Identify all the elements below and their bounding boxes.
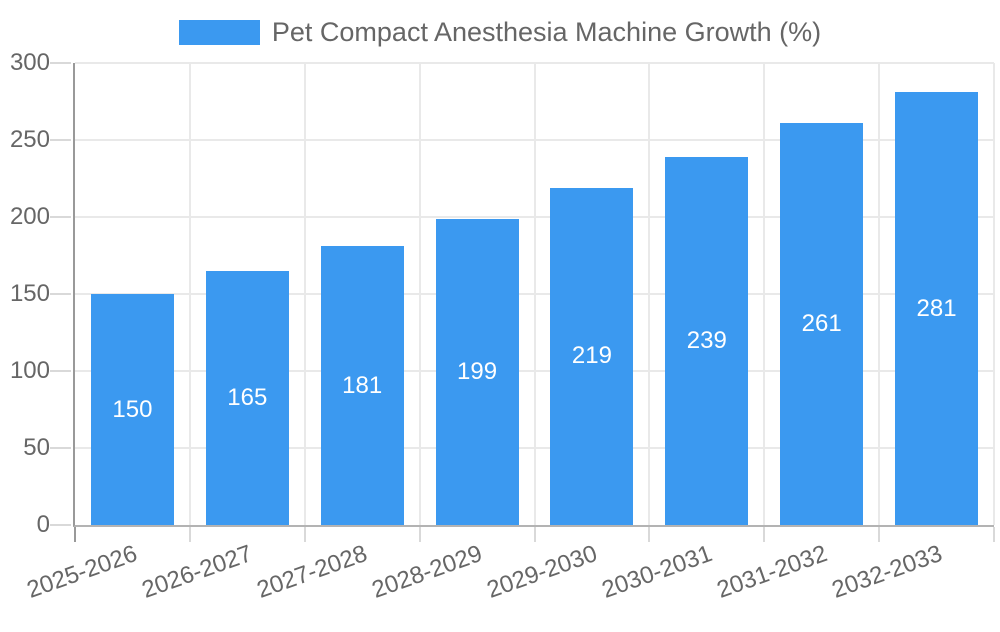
x-tick bbox=[533, 527, 536, 542]
bar[interactable] bbox=[550, 187, 634, 525]
bar[interactable] bbox=[90, 294, 174, 525]
bar[interactable] bbox=[320, 246, 404, 525]
v-gridline bbox=[993, 63, 995, 525]
y-tick-label: 50 bbox=[23, 434, 50, 461]
y-tick bbox=[50, 139, 71, 141]
bar-value-label: 150 bbox=[112, 395, 153, 423]
x-tick bbox=[648, 527, 651, 542]
bar[interactable] bbox=[665, 156, 749, 525]
v-gridline bbox=[418, 63, 421, 525]
y-tick bbox=[50, 524, 71, 526]
y-tick-label: 300 bbox=[9, 49, 50, 76]
y-tick bbox=[50, 62, 71, 64]
legend-swatch-icon bbox=[178, 20, 260, 45]
bar-value-label: 165 bbox=[227, 383, 268, 411]
bar[interactable] bbox=[435, 218, 519, 525]
v-gridline bbox=[878, 63, 881, 525]
v-gridline bbox=[303, 63, 306, 525]
chart-legend[interactable]: Pet Compact Anesthesia Machine Growth (%… bbox=[0, 17, 1000, 48]
y-tick bbox=[50, 370, 71, 372]
y-tick bbox=[50, 216, 71, 218]
y-tick-label: 150 bbox=[9, 280, 50, 307]
bar-value-label: 199 bbox=[457, 357, 498, 385]
plot-area: 2025-2026 2026-2027 2027-2028 2028-2029 2029… bbox=[24, 62, 995, 604]
x-tick bbox=[188, 527, 191, 542]
x-tick bbox=[303, 527, 306, 542]
bar-chart: Pet Compact Anesthesia Machine Growth (%… bbox=[0, 17, 1000, 604]
y-tick bbox=[50, 447, 71, 449]
y-tick-label: 250 bbox=[9, 126, 50, 153]
x-tick bbox=[763, 527, 766, 542]
x-tick bbox=[993, 527, 995, 542]
v-gridline bbox=[533, 63, 536, 525]
y-tick-label: 100 bbox=[9, 357, 50, 384]
v-gridline bbox=[188, 63, 191, 525]
x-tick bbox=[74, 527, 76, 542]
bar-value-label: 219 bbox=[571, 342, 612, 370]
x-tick bbox=[878, 527, 881, 542]
v-gridline bbox=[648, 63, 651, 525]
bar-value-label: 261 bbox=[801, 310, 842, 338]
x-axis: 2025-2026 2026-2027 2027-2028 2028-2029 2029… bbox=[24, 540, 994, 621]
y-tick-label: 200 bbox=[9, 203, 50, 230]
bar-value-label: 239 bbox=[686, 326, 727, 354]
bar-value-label: 281 bbox=[916, 294, 957, 322]
bar-value-label: 181 bbox=[342, 371, 383, 399]
bar[interactable] bbox=[780, 123, 864, 525]
y-tick bbox=[50, 293, 71, 295]
legend-label: Pet Compact Anesthesia Machine Growth (%… bbox=[271, 17, 822, 47]
x-tick bbox=[418, 527, 421, 542]
v-gridline bbox=[763, 63, 766, 525]
bar[interactable] bbox=[205, 270, 289, 525]
bar[interactable] bbox=[895, 92, 979, 525]
y-tick-label: 0 bbox=[36, 511, 50, 538]
